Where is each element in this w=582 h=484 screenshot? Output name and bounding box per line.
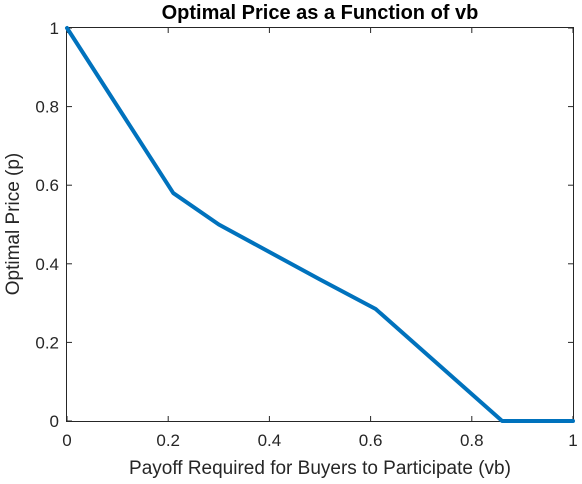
y-tick-label: 0.4: [35, 255, 59, 274]
x-tick-label: 0.2: [156, 431, 180, 450]
series-line: [65, 26, 575, 423]
x-tick-label: 1: [568, 431, 577, 450]
y-tick-label: 0.6: [35, 176, 59, 195]
plot-area-frame: [66, 27, 574, 422]
y-tick-label: 0.8: [35, 98, 59, 117]
y-tick-label: 0.2: [35, 333, 59, 352]
y-axis-ticks: 0 0.2 0.4 0.6 0.8 1: [35, 19, 573, 431]
x-tick-label: 0: [62, 431, 71, 450]
y-tick-label: 1: [50, 19, 59, 38]
y-tick-label: 0: [50, 412, 59, 431]
x-tick-label: 0.6: [359, 431, 383, 450]
x-tick-label: 0.4: [258, 431, 282, 450]
x-tick-label: 0.8: [460, 431, 484, 450]
chart-title: Optimal Price as a Function of vb: [162, 2, 479, 24]
series-layer: [65, 26, 575, 423]
x-axis-label: Payoff Required for Buyers to Participat…: [129, 458, 511, 479]
y-axis-label: Optimal Price (p): [3, 153, 24, 296]
x-axis-ticks: 0 0.2 0.4 0.6 0.8 1: [62, 28, 578, 450]
